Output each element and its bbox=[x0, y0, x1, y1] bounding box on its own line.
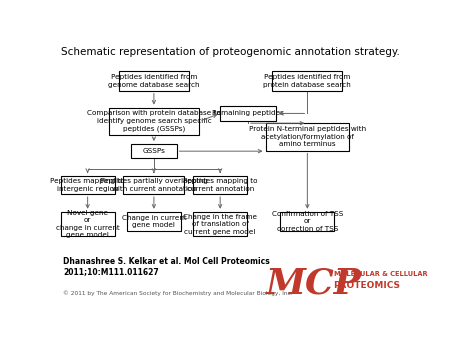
Text: Confirmation of TSS
or
correction of TSS: Confirmation of TSS or correction of TSS bbox=[272, 211, 343, 232]
FancyBboxPatch shape bbox=[61, 176, 115, 194]
Text: PROTEOMICS: PROTEOMICS bbox=[333, 282, 400, 290]
Text: Dhanashree S. Kelkar et al. Mol Cell Proteomics: Dhanashree S. Kelkar et al. Mol Cell Pro… bbox=[63, 257, 270, 266]
Text: MCP: MCP bbox=[266, 267, 361, 301]
Text: Peptides partially overlapping
with current annotation: Peptides partially overlapping with curr… bbox=[100, 178, 208, 192]
FancyBboxPatch shape bbox=[119, 71, 189, 91]
Text: 2011;10:M111.011627: 2011;10:M111.011627 bbox=[63, 267, 159, 276]
FancyBboxPatch shape bbox=[280, 212, 334, 231]
FancyBboxPatch shape bbox=[127, 212, 181, 231]
Text: Schematic representation of proteogenomic annotation strategy.: Schematic representation of proteogenomi… bbox=[61, 47, 400, 57]
FancyBboxPatch shape bbox=[273, 71, 342, 91]
FancyBboxPatch shape bbox=[266, 123, 349, 150]
Text: Change in current
gene model: Change in current gene model bbox=[122, 215, 186, 228]
Text: Comparison with protein database to
identify genome search specific
peptides (GS: Comparison with protein database to iden… bbox=[87, 111, 221, 132]
Text: © 2011 by The American Society for Biochemistry and Molecular Biology, Inc.: © 2011 by The American Society for Bioch… bbox=[63, 290, 293, 296]
Text: Peptides mapping to
intergenic region: Peptides mapping to intergenic region bbox=[50, 178, 125, 192]
Text: Remaining peptides: Remaining peptides bbox=[212, 111, 284, 116]
Text: Peptides identified from
protein database search: Peptides identified from protein databas… bbox=[264, 74, 351, 88]
Text: Protein N-terminal peptides with
acetylation/formylation of
amino terminus: Protein N-terminal peptides with acetyla… bbox=[249, 126, 366, 147]
Text: Peptides mapping to
current annotation: Peptides mapping to current annotation bbox=[183, 178, 257, 192]
FancyBboxPatch shape bbox=[108, 107, 199, 135]
FancyBboxPatch shape bbox=[220, 106, 276, 121]
FancyBboxPatch shape bbox=[193, 176, 247, 194]
FancyBboxPatch shape bbox=[123, 176, 184, 194]
FancyBboxPatch shape bbox=[193, 212, 247, 236]
Text: MOLECULAR & CELLULAR: MOLECULAR & CELLULAR bbox=[333, 271, 427, 277]
Text: Peptides identified from
genome database search: Peptides identified from genome database… bbox=[108, 74, 200, 88]
FancyBboxPatch shape bbox=[61, 212, 115, 236]
Text: Novel gene
or
change in current
gene model: Novel gene or change in current gene mod… bbox=[56, 210, 120, 238]
Text: GSSPs: GSSPs bbox=[143, 148, 165, 154]
Text: Change in the frame
of translation of
current gene model: Change in the frame of translation of cu… bbox=[183, 214, 257, 235]
FancyBboxPatch shape bbox=[131, 144, 176, 158]
